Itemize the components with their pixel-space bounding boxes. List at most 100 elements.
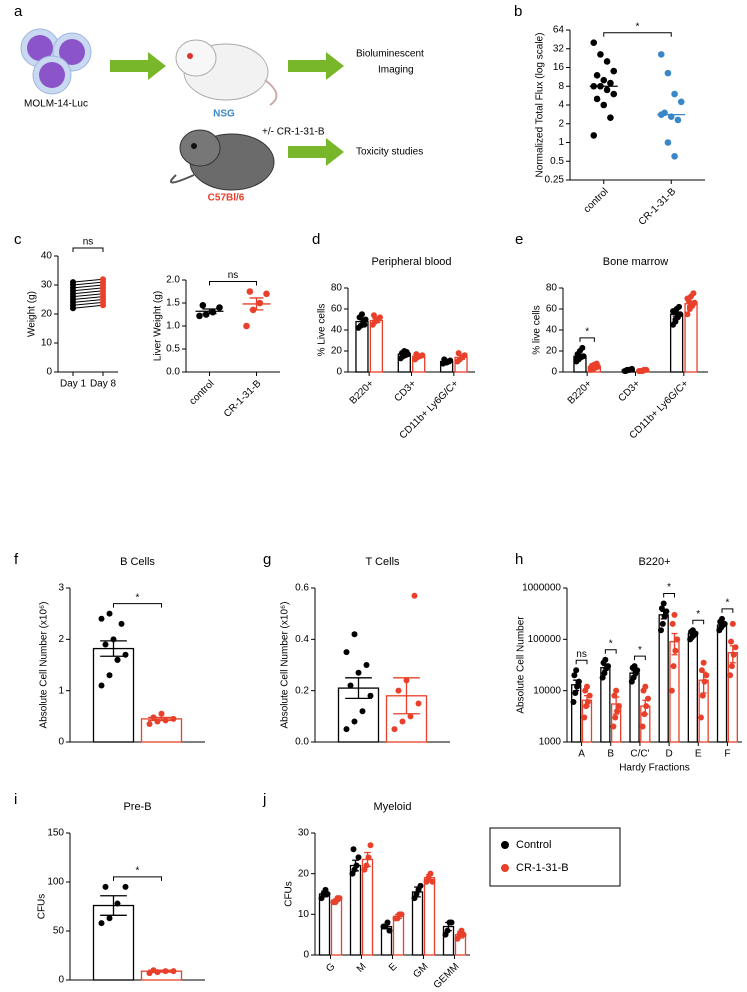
panel-label: b: [514, 3, 522, 20]
arrow: [288, 52, 344, 80]
y-tick-label: 80: [331, 283, 343, 294]
error-bar: [321, 890, 328, 898]
significance-label: *: [696, 609, 700, 620]
y-tick-label: 1.5: [166, 298, 180, 309]
y-tick-label: 0: [551, 367, 557, 378]
panel-label: j: [262, 791, 266, 808]
x-tick-label: E: [695, 749, 702, 760]
x-tick-label: CD3+: [616, 378, 642, 404]
data-point: [613, 687, 620, 694]
data-point: [600, 101, 608, 109]
x-tick-label: Day 1: [60, 379, 87, 390]
data-point: [607, 114, 614, 122]
data-point: [367, 842, 374, 849]
significance-bracket: [604, 649, 617, 654]
data-point: [146, 721, 153, 728]
y-tick-label: 40: [546, 325, 558, 336]
y-tick-label: 1000: [539, 737, 562, 748]
chart-title: Peripheral blood: [371, 256, 451, 268]
y-tick-label: 0: [303, 950, 309, 961]
y-tick-label: 0.5: [550, 156, 564, 167]
error-bar: [631, 670, 638, 677]
error-bar: [700, 671, 707, 694]
x-tick-label: M: [355, 961, 369, 975]
y-tick-label: 80: [546, 283, 558, 294]
legend-label: Control: [516, 839, 551, 851]
data-point: [158, 710, 165, 717]
data-point: [347, 682, 354, 689]
panel-label: f: [14, 551, 19, 568]
data-point: [674, 116, 682, 124]
x-tick-label: control: [582, 186, 611, 215]
x-tick-label: CR-1-31-B: [637, 186, 679, 228]
y-tick-label: 20: [298, 868, 310, 879]
x-tick-label: G: [324, 961, 337, 974]
error-bar: [426, 873, 433, 882]
y-tick-label: 0.6: [295, 583, 309, 594]
data-point: [411, 592, 418, 599]
bar: [392, 915, 405, 956]
data-point: [427, 870, 434, 877]
data-point: [256, 299, 264, 307]
error-bar: [729, 645, 736, 664]
data-point: [243, 322, 250, 330]
data-point: [671, 153, 678, 160]
data-point: [657, 627, 664, 634]
data-point: [395, 687, 402, 694]
data-point: [350, 846, 357, 853]
y-axis-label: Normalized Total Flux (log scale): [535, 33, 546, 178]
data-point: [605, 663, 612, 670]
data-point: [579, 344, 586, 351]
pair-line: [72, 304, 104, 309]
data-point: [719, 615, 726, 622]
chart-title: B220+: [638, 556, 670, 568]
y-tick-label: 60: [546, 304, 558, 315]
data-point: [363, 662, 370, 668]
x-tick-label: D: [665, 749, 672, 760]
y-tick-label: 0: [46, 367, 52, 378]
data-point: [658, 605, 665, 612]
significance-label: *: [667, 582, 671, 593]
data-point: [355, 854, 362, 861]
chart-title: Myeloid: [374, 801, 412, 813]
y-tick-label: 2: [58, 634, 64, 645]
data-point: [355, 669, 362, 676]
y-tick-label: 30: [41, 280, 53, 291]
data-point: [691, 299, 698, 306]
error-bar: [372, 317, 381, 324]
data-point: [730, 651, 737, 658]
y-tick-label: 60: [331, 304, 343, 315]
pair-line: [72, 296, 104, 300]
x-tick-label: C/C': [630, 749, 649, 760]
data-point: [727, 672, 734, 679]
cells-icon: [20, 28, 92, 95]
panel-label: g: [263, 551, 271, 568]
data-point: [603, 86, 611, 94]
data-point: [455, 350, 462, 357]
bar: [361, 858, 374, 956]
data-point: [610, 67, 618, 75]
data-point: [672, 647, 679, 654]
data-point: [417, 882, 424, 889]
panel-label: i: [14, 791, 17, 808]
y-tick-label: 0.0: [295, 737, 309, 748]
significance-label: *: [636, 21, 640, 32]
significance-label: *: [725, 598, 729, 609]
data-point: [659, 620, 666, 627]
outcome2-label: Toxicity studies: [356, 147, 423, 158]
error-bar: [364, 851, 371, 867]
data-point: [699, 692, 706, 699]
data-point: [209, 308, 217, 316]
data-point: [701, 678, 708, 685]
data-point: [460, 931, 467, 938]
pair-line: [72, 287, 104, 292]
error-bar: [202, 308, 217, 315]
data-point: [581, 714, 588, 721]
data-point: [684, 295, 691, 302]
data-point: [370, 312, 377, 319]
y-tick-label: 10: [41, 338, 53, 349]
mouse-white: [175, 39, 278, 106]
outcome1-line2: Imaging: [378, 65, 414, 76]
data-point: [353, 862, 360, 869]
data-point: [728, 638, 735, 645]
